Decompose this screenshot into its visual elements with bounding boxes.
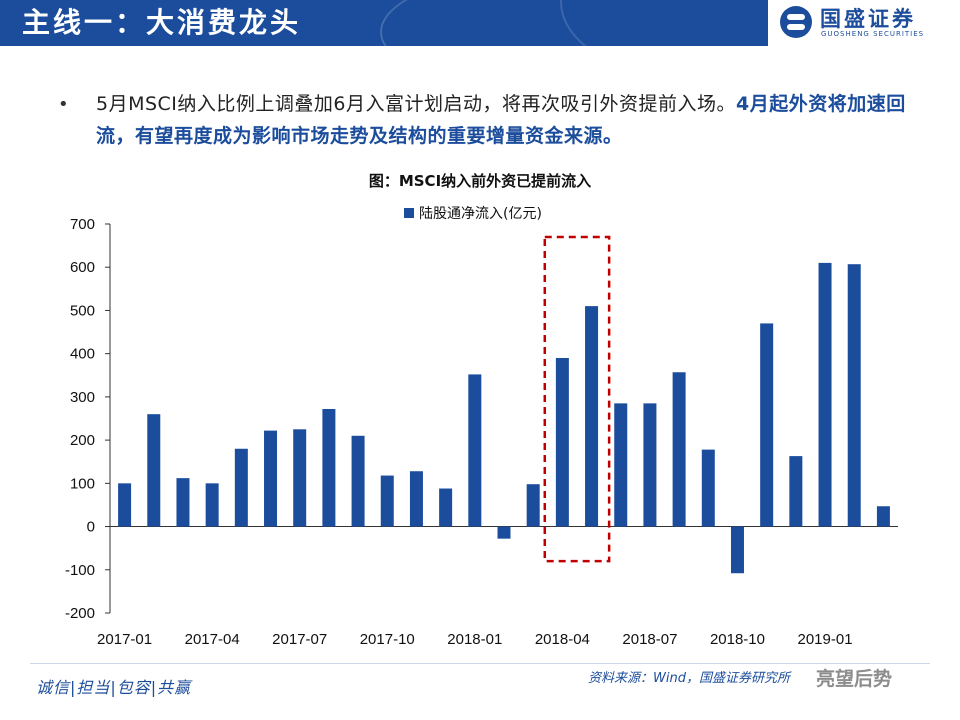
bar [614,403,628,527]
y-tick-label: -100 [65,562,95,579]
bar [147,414,161,527]
x-tick-label: 2017-01 [97,631,152,648]
legend-swatch [404,208,414,218]
bar [264,430,278,527]
bar [409,471,423,527]
x-tick-label: 2018-10 [710,631,765,648]
bar [818,262,832,527]
page-title: 主线一：大消费龙头 [22,6,302,39]
logo-name-en: GUOSHENG SECURITIES [821,30,925,38]
bar [672,372,686,527]
x-tick-label: 2017-07 [272,631,327,648]
highlight-box [543,235,611,563]
bar [205,483,219,527]
bar [234,448,248,527]
footer-divider [30,663,930,664]
source-note: 资料来源：Wind，国盛证券研究所 [588,671,790,686]
bar [176,478,190,527]
bar [322,408,336,527]
x-tick-label: 2018-07 [622,631,677,648]
x-tick-label: 2017-04 [185,631,240,648]
y-tick-label: 0 [87,519,95,536]
bar [468,374,482,527]
bar [701,449,715,527]
bullet-highlight: 4月起外资将加速回流，有望再度成为影响市场走势及结构的重要增量资金来源。 [96,93,906,147]
x-tick-label: 2018-04 [535,631,590,648]
bar [351,435,365,527]
bar [439,488,453,527]
y-tick-label: -200 [65,605,95,622]
y-tick-label: 600 [70,259,95,276]
bar [293,429,307,527]
y-tick-label: 300 [70,389,95,406]
bar [118,483,132,527]
logo-name: 国盛证券 [820,7,916,31]
bullet-body: 5月MSCI纳入比例上调叠加6月入富计划启动，将再次吸引外资提前入场。 [96,93,737,115]
company-logo: 国盛证券 GUOSHENG SECURITIES [768,0,960,46]
bar [526,484,540,527]
y-tick-label: 400 [70,346,95,363]
y-tick-label: 500 [70,302,95,319]
bar [643,403,657,527]
bar [847,264,861,527]
bar [380,475,394,527]
y-tick-label: 100 [70,475,95,492]
y-tick-label: 200 [70,432,95,449]
logo-icon [780,6,812,38]
chart-title: 图：MSCI纳入前外资已提前流入 [368,172,592,190]
bar [760,323,774,527]
bar [585,306,599,527]
bar [730,526,744,574]
watermark: 亮望后势 [816,668,893,690]
bar [497,526,511,539]
legend-label: 陆股通净流入(亿元) [419,206,542,222]
footer-slogan: 诚信|担当|包容|共赢 [36,678,192,697]
bullet-dot: • [58,94,69,115]
chart-legend: 陆股通净流入(亿元) [404,203,542,223]
bar [876,506,890,527]
x-tick-label: 2019-01 [798,631,853,648]
y-tick-label: 700 [70,216,95,233]
bullet-text: 5月MSCI纳入比例上调叠加6月入富计划启动，将再次吸引外资提前入场。4月起外资… [96,88,926,152]
header-bar: 主线一：大消费龙头 国盛证券 GUOSHENG SECURITIES [0,0,960,46]
x-tick-label: 2017-10 [360,631,415,648]
bar [555,357,569,527]
bar [789,456,803,527]
x-tick-label: 2018-01 [447,631,502,648]
